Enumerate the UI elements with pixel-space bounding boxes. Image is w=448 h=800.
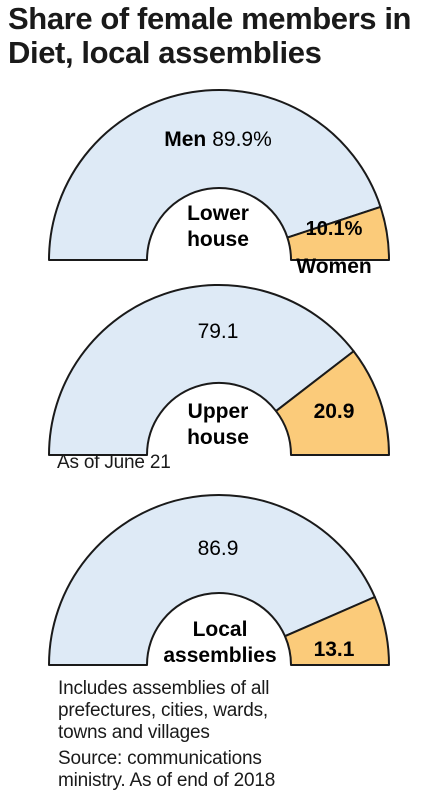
chart-title: Share of female members in Diet, local a… [8,2,444,70]
center-label-line-2: house [187,426,249,449]
upper-house-date-note: As of June 21 [57,452,171,473]
men-value-label: 79.1 [198,320,239,343]
chart-local-assemblies: 86.9 Local assemblies 13.1 [48,494,390,667]
footnote-line-2: prefectures, cities, wards, [58,700,269,721]
men-value-label: 86.9 [198,537,239,560]
center-label-line-1: Local [193,618,248,641]
center-label-line-2: assemblies [163,644,276,667]
source-note: Source: communications ministry. As of e… [58,748,275,792]
center-label-line-2: house [187,228,249,251]
chart-lower-house: Men 89.9% Lower house 10.1% Women [48,89,390,278]
men-segment [48,284,355,456]
women-segment [283,596,390,666]
footnote-line-3: towns and villages [58,722,210,743]
footnote: Includes assemblies of all prefectures, … [58,678,269,744]
center-label-line-1: Upper [188,400,249,423]
chart-upper-house: 79.1 Upper house 20.9 [48,284,390,456]
footnote-line-1: Includes assemblies of all [58,678,270,699]
women-series-label: Women [296,255,371,278]
men-segment [48,494,376,666]
women-segment [275,350,390,456]
women-value-label: 10.1% [306,218,363,240]
women-value-label: 13.1 [314,638,355,661]
men-value-label: Men 89.9% [164,128,272,151]
source-line-1: Source: communications [58,748,262,769]
title-line-1: Share of female members in [8,1,412,36]
title-line-2: Diet, local assemblies [8,35,322,70]
women-segment [286,205,390,261]
source-line-2: ministry. As of end of 2018 [58,770,276,791]
center-label-line-1: Lower [187,202,249,225]
men-segment [48,89,382,261]
women-value-label: 20.9 [314,400,355,423]
